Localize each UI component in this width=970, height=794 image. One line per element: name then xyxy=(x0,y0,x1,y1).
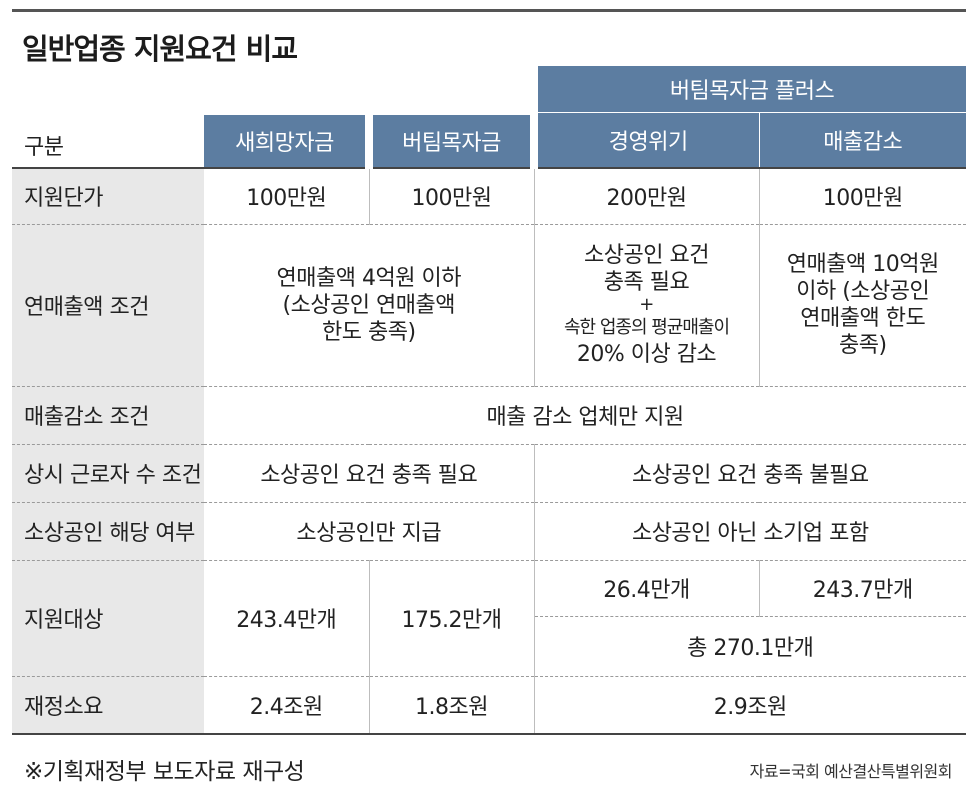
row-label: 연매출액 조건 xyxy=(12,224,204,387)
cell: 200만원 xyxy=(533,168,760,225)
cell-line: 연매출액 한도 xyxy=(800,306,926,331)
cell-total: 총 270.1만개 xyxy=(533,616,967,677)
cell-line: 충족) xyxy=(838,333,887,358)
row-budget: 재정소요 2.4조원 1.8조원 2.9조원 xyxy=(12,676,967,735)
cell: 243.4만개 xyxy=(204,560,369,677)
header-col-decline: 매출감소 xyxy=(759,112,967,169)
row-eligibility: 소상공인 해당 여부 소상공인만 지급 소상공인 아닌 소기업 포함 xyxy=(12,502,967,561)
source-note: 자료=국회 예산결산특별위원회 xyxy=(749,762,953,781)
cell: 100만원 xyxy=(368,168,535,225)
footnote: ※기획재정부 보도자료 재구성 xyxy=(24,759,305,785)
header-row: 구분 새희망자금 버팀목자금 경영위기 매출감소 xyxy=(12,109,967,169)
cell: 소상공인 아닌 소기업 포함 xyxy=(533,502,967,561)
cell: 소상공인만 지급 xyxy=(204,502,535,561)
header-label: 구분 xyxy=(12,112,204,169)
cell: 2.4조원 xyxy=(204,676,369,735)
cell: 2.9조원 xyxy=(533,676,967,735)
cell: 소상공인 요건 충족 필요 xyxy=(204,444,535,503)
header-row-group: 버팀목자금 플러스 xyxy=(12,66,967,113)
row-label: 상시 근로자 수 조건 xyxy=(12,444,204,503)
header-blank xyxy=(12,66,535,112)
row-targets: 지원대상 243.4만개 175.2만개 26.4만개 243.7만개 xyxy=(12,560,967,677)
row-label: 매출감소 조건 xyxy=(12,386,204,445)
cell-line: (소상공인 연매출액 xyxy=(282,292,456,318)
top-rule xyxy=(12,9,966,12)
cell: 매출 감소 업체만 지원 xyxy=(204,386,967,445)
row-label: 지원대상 xyxy=(12,560,204,677)
comparison-table: 버팀목자금 플러스 구분 새희망자금 버팀목자금 경영위기 매출감소 지원단가 … xyxy=(12,66,967,735)
cell-line: 20% 이상 감소 xyxy=(576,342,717,367)
cell-line: 연매출액 4억원 이하 xyxy=(276,265,462,291)
header-plus-group: 버팀목자금 플러스 xyxy=(530,66,967,113)
row-label: 지원단가 xyxy=(12,168,204,225)
cell-line: 속한 업종의 평균매출이 xyxy=(563,317,730,338)
header-col-new-hope: 새희망자금 xyxy=(204,109,369,169)
cell: 26.4만개 xyxy=(533,560,760,617)
cell: 1.8조원 xyxy=(368,676,535,735)
cell: 소상공인 요건 충족 불필요 xyxy=(533,444,967,503)
cell-line: 연매출액 10억원 xyxy=(786,252,939,277)
cell: 175.2만개 xyxy=(368,560,535,677)
row-decline-condition: 매출감소 조건 매출 감소 업체만 지원 xyxy=(12,386,967,445)
row-targets-total: 총 270.1만개 xyxy=(12,616,967,677)
row-unit-price: 지원단가 100만원 100만원 200만원 100만원 xyxy=(12,168,967,225)
cell-line: 이하 (소상공인 xyxy=(796,279,930,304)
header-col-buttimmok: 버팀목자금 xyxy=(364,109,535,169)
row-label: 소상공인 해당 여부 xyxy=(12,502,204,561)
row-workers-condition: 상시 근로자 수 조건 소상공인 요건 충족 필요 소상공인 요건 충족 불필요 xyxy=(12,444,967,503)
cell-line: 소상공인 요건 xyxy=(584,243,709,268)
cell-sales-c12: 연매출액 4억원 이하 (소상공인 연매출액 한도 충족) xyxy=(204,224,535,387)
cell: 100만원 xyxy=(758,168,967,225)
cell-line: 충족 필요 xyxy=(603,270,690,295)
cell: 100만원 xyxy=(204,168,369,225)
row-label: 재정소요 xyxy=(12,676,204,735)
row-sales-condition: 연매출액 조건 연매출액 4억원 이하 (소상공인 연매출액 한도 충족) 소상… xyxy=(12,224,967,387)
header-col-crisis: 경영위기 xyxy=(530,112,760,169)
cell-sales-c4: 연매출액 10억원 이하 (소상공인 연매출액 한도 충족) xyxy=(758,224,967,387)
plus-sign: + xyxy=(639,294,654,315)
cell-line: 한도 충족) xyxy=(321,319,416,345)
cell: 243.7만개 xyxy=(758,560,967,617)
page-title: 일반업종 지원요건 비교 xyxy=(22,32,298,66)
cell-sales-c3: 소상공인 요건 충족 필요 + 속한 업종의 평균매출이 20% 이상 감소 xyxy=(533,224,760,387)
